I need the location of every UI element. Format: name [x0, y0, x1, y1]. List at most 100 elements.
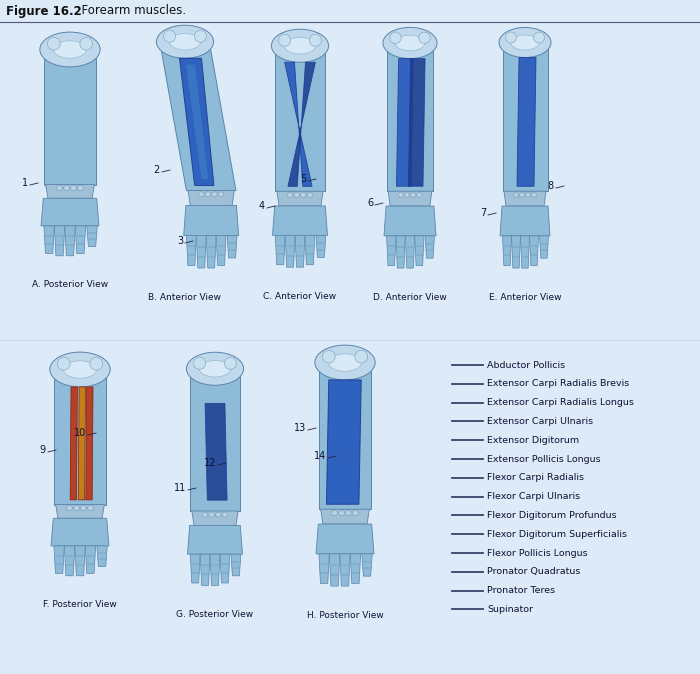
Text: Pronator Teres: Pronator Teres [487, 586, 555, 595]
Text: Flexor Digitorum Superficialis: Flexor Digitorum Superficialis [487, 530, 627, 539]
Ellipse shape [346, 510, 351, 516]
Ellipse shape [90, 357, 103, 370]
Polygon shape [190, 554, 200, 583]
Polygon shape [503, 45, 547, 191]
Polygon shape [414, 236, 424, 266]
Polygon shape [179, 58, 214, 185]
Polygon shape [87, 226, 97, 247]
Text: D. Anterior View: D. Anterior View [373, 293, 447, 302]
Ellipse shape [519, 193, 524, 197]
Polygon shape [529, 236, 538, 266]
Ellipse shape [405, 193, 409, 197]
Ellipse shape [74, 506, 79, 511]
Text: Extensor Digitorum: Extensor Digitorum [487, 435, 579, 445]
Polygon shape [86, 387, 93, 500]
Text: Extensor Carpi Ulnaris: Extensor Carpi Ulnaris [487, 417, 593, 426]
Polygon shape [329, 554, 340, 586]
Ellipse shape [40, 32, 100, 67]
Ellipse shape [514, 193, 519, 197]
Polygon shape [210, 554, 220, 586]
Ellipse shape [505, 32, 517, 43]
Polygon shape [227, 235, 237, 258]
Polygon shape [188, 526, 242, 554]
Polygon shape [285, 235, 295, 267]
Ellipse shape [224, 357, 237, 369]
Ellipse shape [323, 350, 335, 363]
Polygon shape [275, 235, 285, 265]
Polygon shape [295, 235, 305, 267]
Text: 13: 13 [294, 423, 306, 433]
Ellipse shape [531, 193, 536, 197]
Polygon shape [46, 185, 94, 198]
Polygon shape [425, 236, 435, 258]
Text: Flexor Carpi Radialis: Flexor Carpi Radialis [487, 473, 584, 483]
Polygon shape [186, 235, 196, 266]
Ellipse shape [53, 41, 87, 58]
Ellipse shape [222, 512, 228, 517]
Ellipse shape [88, 506, 93, 511]
Bar [0, 0, 700, 22]
Text: 11: 11 [174, 483, 186, 493]
Polygon shape [85, 546, 96, 574]
Polygon shape [190, 371, 239, 511]
Text: Extensor Carpi Radialis Longus: Extensor Carpi Radialis Longus [487, 398, 634, 407]
Polygon shape [44, 226, 55, 253]
Ellipse shape [199, 361, 231, 377]
Ellipse shape [339, 510, 344, 516]
Text: 8: 8 [548, 181, 554, 191]
Ellipse shape [288, 193, 293, 197]
Polygon shape [350, 554, 360, 584]
Polygon shape [326, 380, 361, 504]
Polygon shape [316, 235, 326, 257]
Ellipse shape [284, 38, 316, 54]
Text: 10: 10 [74, 428, 86, 438]
Polygon shape [75, 226, 85, 253]
Polygon shape [405, 236, 414, 268]
Polygon shape [216, 235, 226, 266]
Ellipse shape [193, 357, 206, 369]
Polygon shape [51, 518, 109, 546]
Polygon shape [75, 546, 85, 576]
Ellipse shape [211, 192, 217, 197]
Polygon shape [319, 365, 371, 509]
Polygon shape [512, 236, 521, 268]
Ellipse shape [169, 34, 201, 50]
Polygon shape [521, 236, 529, 268]
Text: 12: 12 [204, 458, 216, 468]
Polygon shape [54, 373, 106, 505]
Text: A. Posterior View: A. Posterior View [32, 280, 108, 289]
Polygon shape [78, 387, 85, 500]
Polygon shape [408, 59, 425, 186]
Ellipse shape [202, 512, 208, 517]
Text: 6: 6 [367, 198, 373, 208]
Polygon shape [500, 206, 550, 236]
Ellipse shape [355, 350, 368, 363]
Polygon shape [277, 191, 323, 206]
Polygon shape [340, 554, 350, 586]
Ellipse shape [48, 37, 60, 50]
Ellipse shape [279, 34, 290, 47]
Polygon shape [386, 236, 396, 266]
Ellipse shape [398, 193, 403, 197]
Ellipse shape [71, 185, 76, 191]
Polygon shape [503, 236, 512, 266]
Text: F. Posterior View: F. Posterior View [43, 600, 117, 609]
Polygon shape [55, 226, 65, 256]
Ellipse shape [419, 32, 430, 44]
Ellipse shape [164, 30, 176, 42]
Ellipse shape [78, 185, 83, 191]
Text: 3: 3 [177, 236, 183, 246]
Polygon shape [65, 226, 75, 256]
Text: C. Anterior View: C. Anterior View [263, 292, 337, 301]
Ellipse shape [294, 193, 300, 197]
Polygon shape [504, 191, 546, 206]
Ellipse shape [57, 357, 70, 370]
Polygon shape [305, 235, 315, 265]
Ellipse shape [216, 512, 221, 517]
Polygon shape [188, 191, 234, 206]
Text: Supinator: Supinator [487, 605, 533, 614]
Polygon shape [389, 191, 432, 206]
Ellipse shape [272, 29, 328, 62]
Text: Pronator Quadratus: Pronator Quadratus [487, 568, 580, 576]
Polygon shape [70, 387, 78, 500]
